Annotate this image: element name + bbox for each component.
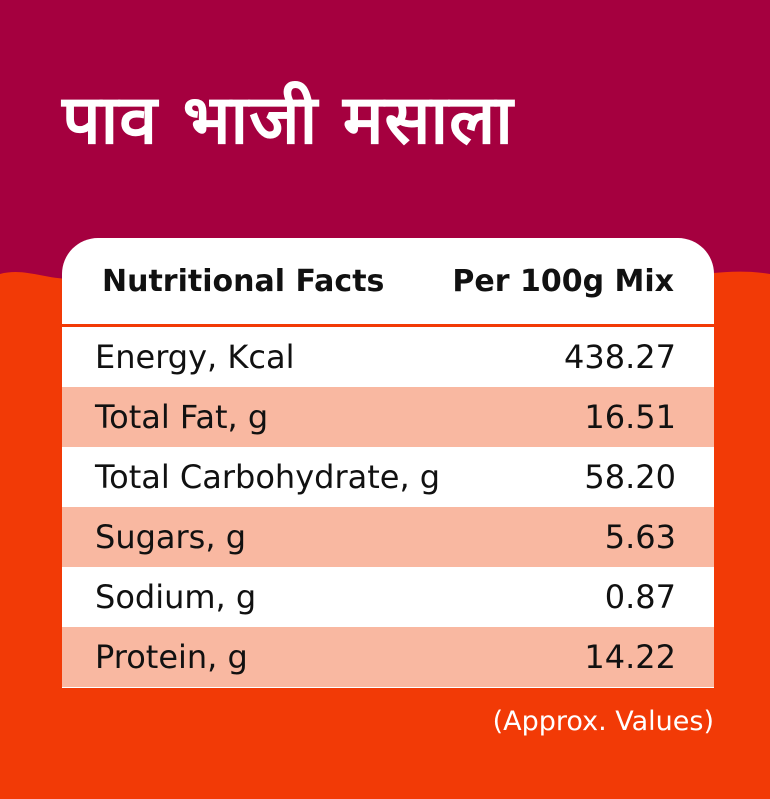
table-row: Sugars, g 5.63 xyxy=(62,507,714,567)
product-title: पाव भाजी मसाला xyxy=(62,81,514,160)
row-label: Sugars, g xyxy=(95,518,246,556)
table-row: Sodium, g 0.87 xyxy=(62,567,714,627)
row-value: 58.20 xyxy=(584,458,676,496)
header-per-100g: Per 100g Mix xyxy=(452,263,674,299)
row-value: 14.22 xyxy=(584,638,676,676)
row-label: Sodium, g xyxy=(95,578,257,616)
approx-values-note: (Approx. Values) xyxy=(492,706,714,737)
table-row: Energy, Kcal 438.27 xyxy=(62,327,714,387)
table-header: Nutritional Facts Per 100g Mix xyxy=(62,238,714,324)
table-row: Protein, g 14.22 xyxy=(62,627,714,687)
row-value: 5.63 xyxy=(604,518,676,556)
table-row: Total Fat, g 16.51 xyxy=(62,387,714,447)
row-value: 0.87 xyxy=(604,578,676,616)
row-value: 16.51 xyxy=(584,398,676,436)
row-value: 438.27 xyxy=(564,338,676,376)
row-label: Total Fat, g xyxy=(95,398,269,436)
header-nutritional-facts: Nutritional Facts xyxy=(102,263,385,299)
row-label: Total Carbohydrate, g xyxy=(95,458,441,496)
row-label: Protein, g xyxy=(95,638,248,676)
nutrition-table: Nutritional Facts Per 100g Mix Energy, K… xyxy=(62,238,714,688)
header-divider xyxy=(62,324,714,327)
table-row: Total Carbohydrate, g 58.20 xyxy=(62,447,714,507)
row-label: Energy, Kcal xyxy=(95,338,295,376)
